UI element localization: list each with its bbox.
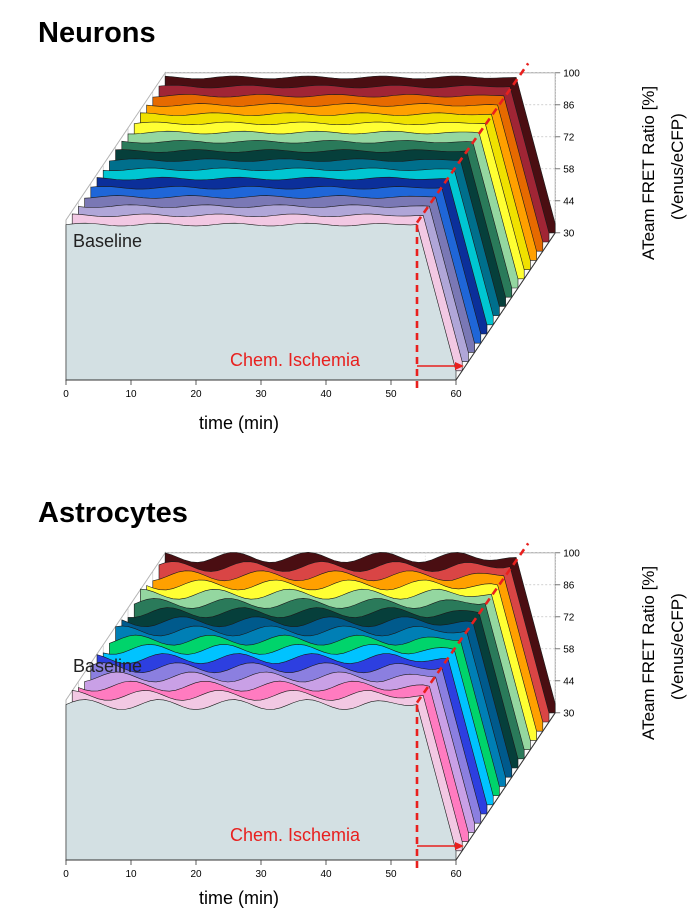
baseline-label: Baseline xyxy=(73,656,142,676)
ischemia-arrowhead xyxy=(455,842,464,850)
y-tick-label: 72 xyxy=(563,132,575,143)
x-tick-label: 0 xyxy=(63,389,69,400)
ischemia-marker-diagonal xyxy=(415,542,530,704)
x-axis-label: time (min) xyxy=(199,888,279,908)
y-tick-label: 58 xyxy=(563,164,575,175)
y-axis-label-line1: ATeam FRET Ratio [%] xyxy=(639,566,658,740)
x-tick-label: 40 xyxy=(320,389,332,400)
x-tick-label: 60 xyxy=(450,389,462,400)
depth-axis-line xyxy=(455,232,556,381)
y-tick-label: 44 xyxy=(563,196,575,207)
neurons-panel: Neurons 30 44 58 72 86 100 0 10 20 30 40 50 60 Basel… xyxy=(38,17,687,433)
y-tick-label: 100 xyxy=(563,68,580,79)
x-tick-label: 30 xyxy=(255,869,267,880)
depth-axis-line xyxy=(455,712,556,861)
x-tick-label: 50 xyxy=(385,869,397,880)
x-tick-label: 20 xyxy=(190,389,202,400)
ischemia-label: Chem. Ischemia xyxy=(230,825,361,845)
panel-title: Astrocytes xyxy=(38,497,188,529)
x-tick-label: 10 xyxy=(125,389,137,400)
y-tick-label: 86 xyxy=(563,580,575,591)
grid-line-diagonal xyxy=(65,72,166,221)
series-ribbon xyxy=(65,699,457,861)
y-axis-label-line1: ATeam FRET Ratio [%] xyxy=(639,86,658,260)
ischemia-label: Chem. Ischemia xyxy=(230,350,361,370)
y-tick-label: 86 xyxy=(563,100,575,111)
ischemia-marker-diagonal xyxy=(415,62,530,224)
series-layer xyxy=(65,551,556,861)
panel-title: Neurons xyxy=(38,17,156,49)
series-ribbon xyxy=(65,222,457,381)
ischemia-annotation-layer: Chem. Ischemia xyxy=(230,542,530,868)
x-tick-label: 20 xyxy=(190,869,202,880)
x-tick-label: 60 xyxy=(450,869,462,880)
x-tick-label: 30 xyxy=(255,389,267,400)
y-tick-label: 72 xyxy=(563,612,575,623)
axes-layer: 30 44 58 72 86 100 0 10 20 30 40 50 60 xyxy=(63,548,580,880)
series-layer xyxy=(65,75,556,381)
x-tick-label: 40 xyxy=(320,869,332,880)
x-tick-label: 50 xyxy=(385,389,397,400)
y-tick-label: 58 xyxy=(563,644,575,655)
x-tick-label: 0 xyxy=(63,869,69,880)
ischemia-annotation-layer: Chem. Ischemia xyxy=(230,62,530,388)
y-tick-label: 100 xyxy=(563,548,580,559)
y-tick-label: 30 xyxy=(563,708,575,719)
y-tick-label: 44 xyxy=(563,676,575,687)
x-tick-label: 10 xyxy=(125,869,137,880)
axes-layer: 30 44 58 72 86 100 0 10 20 30 40 50 60 xyxy=(63,68,580,400)
y-axis-label-line2: (Venus/eCFP) xyxy=(668,593,687,700)
baseline-label: Baseline xyxy=(73,231,142,251)
x-axis-label: time (min) xyxy=(199,413,279,433)
y-axis-label-line2: (Venus/eCFP) xyxy=(668,113,687,220)
y-tick-label: 30 xyxy=(563,228,575,239)
ischemia-arrowhead xyxy=(455,362,464,370)
astrocytes-panel: Astrocytes 30 44 58 72 86 100 0 10 20 30 40 50 60 Ba… xyxy=(38,497,687,908)
